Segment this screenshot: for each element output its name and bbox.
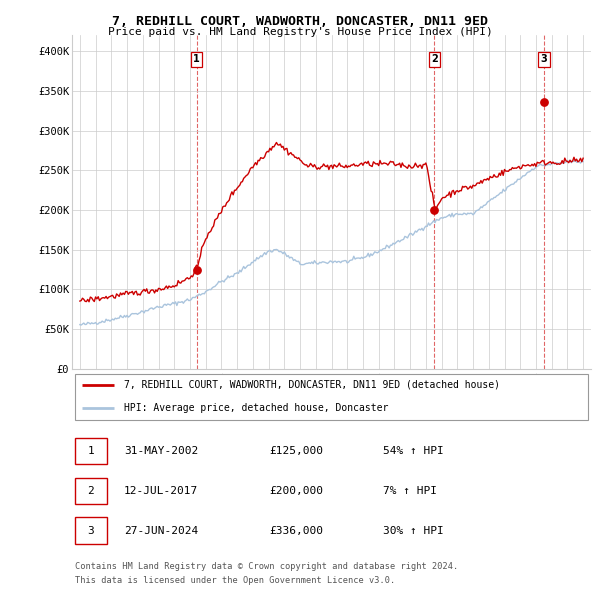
Text: 2: 2 — [431, 54, 438, 64]
FancyBboxPatch shape — [74, 478, 107, 504]
Text: This data is licensed under the Open Government Licence v3.0.: This data is licensed under the Open Gov… — [74, 576, 395, 585]
Text: HPI: Average price, detached house, Doncaster: HPI: Average price, detached house, Donc… — [124, 403, 388, 413]
Text: 12-JUL-2017: 12-JUL-2017 — [124, 486, 198, 496]
Point — [539, 97, 548, 107]
Text: 3: 3 — [541, 54, 547, 64]
Text: £125,000: £125,000 — [269, 446, 323, 456]
Text: 54% ↑ HPI: 54% ↑ HPI — [383, 446, 444, 456]
Text: £336,000: £336,000 — [269, 526, 323, 536]
FancyBboxPatch shape — [74, 517, 107, 544]
Text: 7, REDHILL COURT, WADWORTH, DONCASTER, DN11 9ED (detached house): 7, REDHILL COURT, WADWORTH, DONCASTER, D… — [124, 380, 500, 390]
Text: £200,000: £200,000 — [269, 486, 323, 496]
Point — [430, 205, 439, 215]
Text: Price paid vs. HM Land Registry's House Price Index (HPI): Price paid vs. HM Land Registry's House … — [107, 27, 493, 37]
Text: 2: 2 — [88, 486, 94, 496]
Text: 7% ↑ HPI: 7% ↑ HPI — [383, 486, 437, 496]
FancyBboxPatch shape — [74, 438, 107, 464]
Text: Contains HM Land Registry data © Crown copyright and database right 2024.: Contains HM Land Registry data © Crown c… — [74, 562, 458, 571]
Text: 31-MAY-2002: 31-MAY-2002 — [124, 446, 198, 456]
Text: 1: 1 — [88, 446, 94, 456]
Text: 27-JUN-2024: 27-JUN-2024 — [124, 526, 198, 536]
Point — [192, 265, 202, 274]
Text: 1: 1 — [193, 54, 200, 64]
Text: 30% ↑ HPI: 30% ↑ HPI — [383, 526, 444, 536]
Text: 3: 3 — [88, 526, 94, 536]
Text: 7, REDHILL COURT, WADWORTH, DONCASTER, DN11 9ED: 7, REDHILL COURT, WADWORTH, DONCASTER, D… — [112, 15, 488, 28]
FancyBboxPatch shape — [74, 373, 589, 420]
